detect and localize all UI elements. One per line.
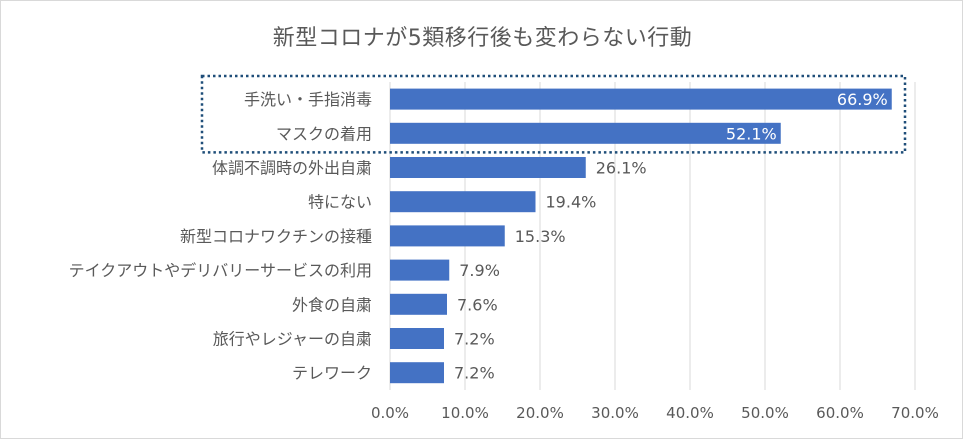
x-tick-label: 30.0% [591, 404, 639, 422]
x-tick-label: 60.0% [816, 404, 864, 422]
bar [390, 362, 444, 384]
data-label: 7.6% [457, 295, 498, 314]
bar [390, 328, 444, 349]
data-label: 15.3% [515, 227, 566, 246]
category-label: 体調不調時の外出自粛 [212, 159, 372, 178]
x-tick-label: 50.0% [741, 404, 789, 422]
bar [390, 293, 447, 315]
category-label: テレワーク [292, 364, 372, 383]
bar [390, 122, 781, 144]
data-label: 52.1% [726, 124, 777, 143]
category-label: 旅行やレジャーの自粛 [213, 330, 372, 349]
chart-title: 新型コロナが5類移行後も変わらない行動 [272, 26, 693, 51]
bar [390, 225, 505, 247]
x-tick-label: 40.0% [666, 404, 714, 422]
x-tick-label: 0.0% [371, 404, 409, 422]
category-label: 手洗い・手指消毒 [244, 90, 372, 109]
x-tick-label: 20.0% [516, 404, 564, 422]
category-label: マスクの着用 [276, 124, 372, 143]
category-label: 新型コロナワクチンの接種 [180, 227, 372, 246]
category-label: テイクアウトやデリバリーサービスの利用 [69, 261, 372, 280]
bar [390, 88, 892, 110]
bar [390, 259, 450, 281]
bar [390, 191, 536, 213]
data-label: 26.1% [596, 159, 647, 178]
x-tick-label: 70.0% [891, 404, 939, 422]
data-label: 7.2% [454, 330, 495, 349]
data-label: 7.9% [459, 261, 500, 280]
category-label: 特にない [308, 193, 372, 212]
data-label: 66.9% [837, 90, 888, 109]
category-label: 外食の自粛 [292, 295, 372, 314]
data-label: 7.2% [454, 364, 495, 383]
x-tick-label: 10.0% [441, 404, 489, 422]
data-label: 19.4% [546, 193, 597, 212]
bar [390, 157, 586, 178]
